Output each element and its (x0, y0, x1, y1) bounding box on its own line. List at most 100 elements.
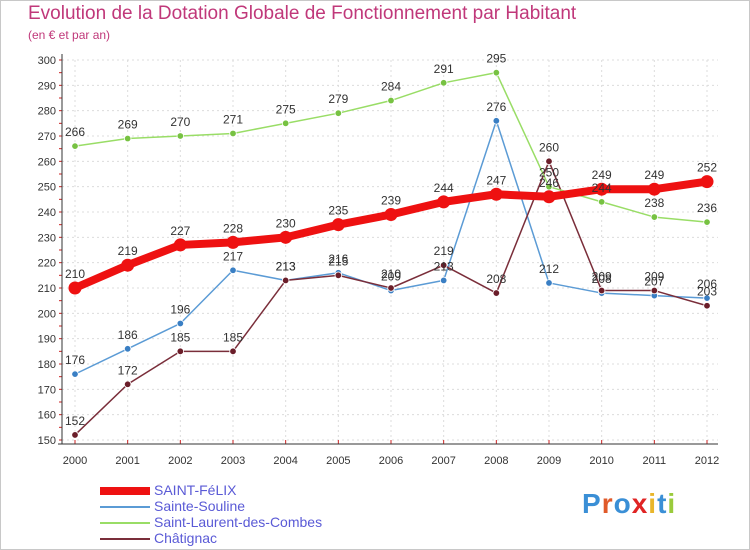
data-point-sainte-souline (439, 276, 448, 285)
x-tick-label: 2012 (695, 455, 719, 467)
data-label-saint-laurent-des-combes: 291 (434, 62, 454, 76)
data-label-saint-laurent-des-combes: 266 (65, 125, 85, 139)
data-label-ch-tignac: 219 (434, 244, 454, 258)
data-label-saint-laurent-des-combes: 295 (486, 52, 506, 66)
data-label-saint-f-lix: 210 (65, 267, 85, 281)
y-tick-label: 240 (38, 207, 56, 219)
logo-letter: r (601, 488, 614, 519)
data-label-sainte-souline: 176 (65, 353, 85, 367)
data-point-ch-tignac (123, 380, 132, 388)
data-point-sainte-souline (176, 319, 185, 328)
data-label-saint-laurent-des-combes: 250 (539, 166, 559, 180)
y-tick-label: 280 (38, 106, 56, 118)
y-tick-label: 150 (38, 435, 56, 447)
data-point-saint-laurent-des-combes (492, 68, 501, 77)
data-point-sainte-souline (492, 117, 501, 125)
data-label-ch-tignac: 209 (592, 270, 612, 284)
data-label-ch-tignac: 172 (118, 363, 138, 377)
data-point-sainte-souline (545, 279, 553, 287)
data-label-saint-laurent-des-combes: 238 (644, 196, 664, 210)
x-tick-label: 2001 (115, 455, 139, 467)
data-label-saint-laurent-des-combes: 279 (328, 92, 348, 106)
data-label-ch-tignac: 215 (328, 254, 348, 268)
data-point-ch-tignac (387, 284, 395, 292)
data-point-saint-f-lix (700, 175, 714, 189)
data-label-saint-f-lix: 228 (223, 221, 243, 235)
data-label-sainte-souline: 276 (486, 100, 506, 114)
data-point-ch-tignac (597, 286, 606, 295)
data-point-saint-f-lix (489, 187, 503, 201)
data-point-saint-laurent-des-combes (703, 218, 711, 226)
data-point-saint-laurent-des-combes (281, 119, 290, 128)
data-label-saint-f-lix: 244 (434, 181, 454, 195)
data-label-saint-f-lix: 230 (276, 216, 296, 230)
data-point-ch-tignac (176, 347, 185, 356)
y-tick-label: 160 (38, 410, 56, 422)
data-point-saint-laurent-des-combes (387, 96, 395, 105)
data-point-saint-f-lix (279, 230, 293, 244)
data-label-saint-laurent-des-combes: 284 (381, 80, 401, 94)
data-label-ch-tignac: 213 (276, 259, 296, 273)
data-label-ch-tignac: 185 (170, 330, 190, 344)
data-point-saint-f-lix (331, 218, 345, 232)
logo-letter: t (657, 488, 668, 519)
chart-subtitle: (en € et par an) (28, 28, 111, 42)
data-label-sainte-souline: 207 (644, 275, 664, 289)
data-point-saint-f-lix (647, 182, 661, 196)
data-label-sainte-souline: 209 (381, 270, 401, 284)
data-point-saint-laurent-des-combes (229, 129, 237, 138)
y-tick-label: 230 (38, 232, 56, 244)
legend-swatch-saint-felix (100, 487, 150, 495)
data-point-sainte-souline (71, 370, 79, 378)
data-point-saint-f-lix (437, 195, 451, 209)
x-tick-label: 2007 (431, 455, 455, 467)
data-point-sainte-souline (123, 345, 132, 353)
data-label-sainte-souline: 217 (223, 249, 243, 263)
data-point-saint-laurent-des-combes (123, 134, 132, 143)
x-tick-label: 2002 (168, 455, 192, 467)
chart-title: Evolution de la Dotation Globale de Fonc… (28, 3, 577, 24)
data-label-saint-laurent-des-combes: 270 (170, 115, 190, 129)
data-label-ch-tignac: 152 (65, 414, 85, 428)
data-label-saint-laurent-des-combes: 269 (118, 118, 138, 132)
y-tick-label: 180 (38, 359, 56, 371)
data-point-ch-tignac (545, 157, 553, 166)
data-point-ch-tignac (71, 431, 79, 439)
data-label-sainte-souline: 213 (434, 259, 454, 273)
data-label-saint-laurent-des-combes: 236 (697, 201, 717, 215)
data-label-ch-tignac: 209 (644, 270, 664, 284)
x-tick-label: 2010 (589, 455, 613, 467)
data-point-saint-f-lix (384, 208, 398, 222)
data-label-sainte-souline: 208 (592, 272, 612, 286)
data-point-saint-laurent-des-combes (176, 132, 185, 140)
data-point-saint-f-lix (68, 281, 82, 295)
data-label-ch-tignac: 203 (697, 285, 717, 299)
x-tick-label: 2008 (484, 455, 508, 467)
data-point-saint-f-lix (226, 235, 240, 249)
data-point-ch-tignac (334, 271, 343, 280)
legend-label-saint-laurent: Saint-Laurent-des-Combes (154, 514, 323, 530)
data-label-sainte-souline: 212 (539, 262, 559, 276)
data-point-saint-laurent-des-combes (650, 213, 659, 221)
data-label-sainte-souline: 213 (276, 259, 296, 273)
logo-letter: x (631, 488, 649, 519)
data-point-saint-laurent-des-combes (597, 198, 606, 206)
data-point-ch-tignac (703, 302, 711, 310)
data-label-sainte-souline: 196 (170, 302, 190, 316)
data-label-saint-f-lix: 247 (486, 173, 506, 187)
y-tick-label: 170 (38, 384, 56, 396)
y-tick-label: 260 (38, 156, 56, 168)
y-tick-label: 220 (38, 258, 56, 270)
data-label-saint-laurent-des-combes: 275 (276, 102, 296, 116)
y-tick-label: 270 (38, 131, 56, 143)
x-tick-label: 2003 (221, 455, 245, 467)
x-tick-label: 2009 (537, 455, 561, 467)
data-label-saint-f-lix: 249 (592, 168, 612, 182)
data-label-ch-tignac: 185 (223, 330, 243, 344)
data-label-sainte-souline: 216 (328, 252, 348, 266)
data-point-ch-tignac (439, 261, 448, 269)
x-tick-label: 2005 (326, 455, 350, 467)
data-point-saint-f-lix (595, 182, 609, 196)
